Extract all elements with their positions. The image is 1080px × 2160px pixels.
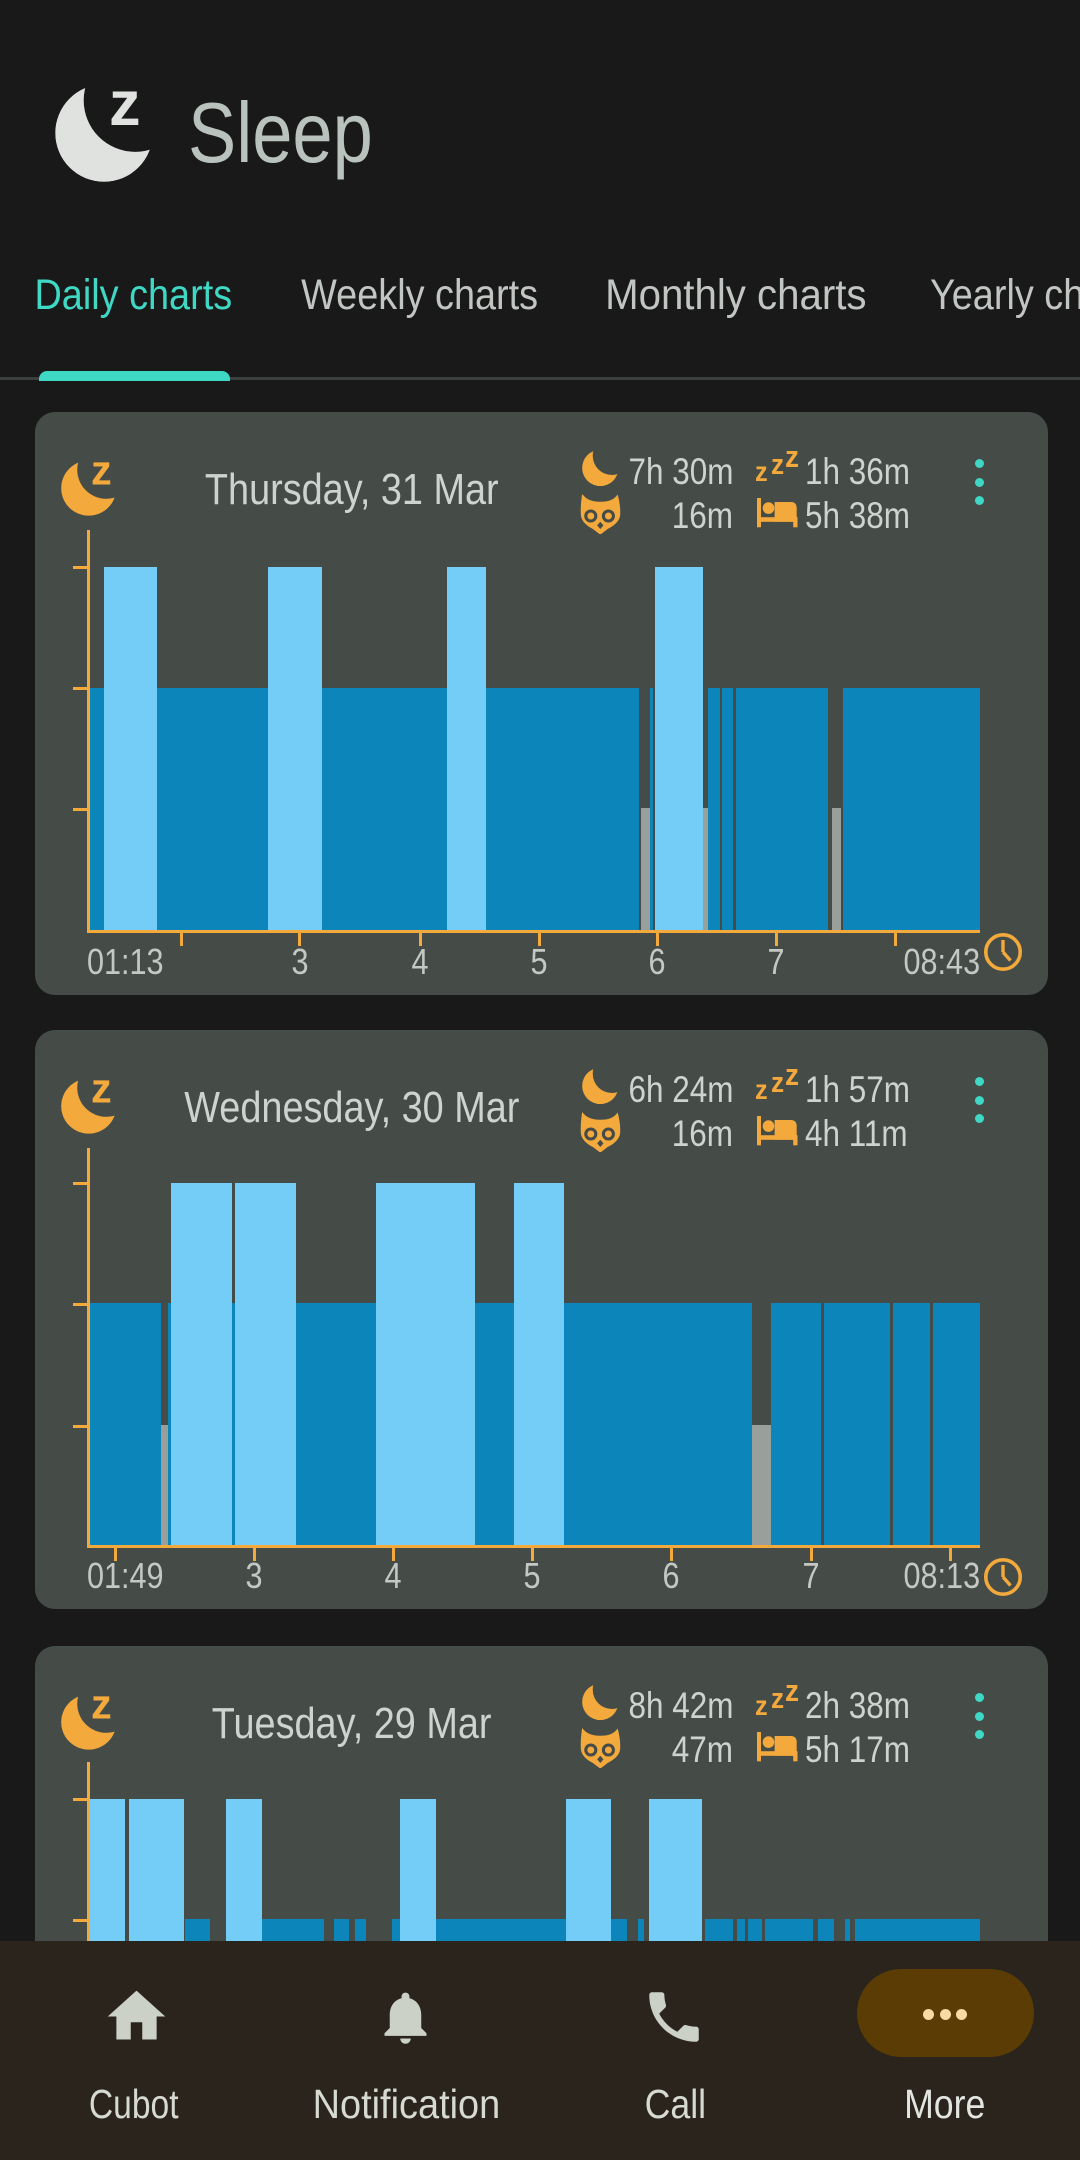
svg-text:z: z: [109, 85, 141, 139]
svg-text:z: z: [91, 1079, 112, 1112]
svg-text:z: z: [91, 461, 112, 494]
svg-text:z: z: [91, 1695, 112, 1728]
